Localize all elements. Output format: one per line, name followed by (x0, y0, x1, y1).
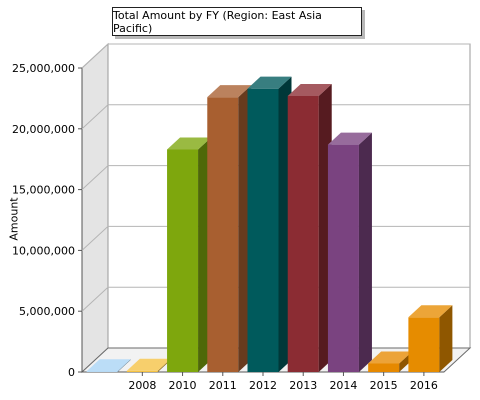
y-tick-label: 5,000,000 (19, 305, 75, 318)
gridline (81, 43, 470, 69)
y-axis-label: Amount (7, 197, 21, 241)
y-tick-label: 0 (68, 366, 75, 379)
bars (86, 76, 453, 373)
x-tick-label: 2008 (128, 379, 156, 392)
bar (207, 85, 252, 373)
bar (327, 132, 372, 372)
x-tick-label: 2011 (209, 379, 237, 392)
x-tick-label: 2016 (410, 379, 438, 392)
x-axis-tick-labels: 2008 2010 2011 2012 2013 2014 2015 2016 (128, 372, 438, 392)
y-tick-label: 15,000,000 (12, 184, 75, 197)
y-tick-label: 10,000,000 (12, 244, 75, 257)
y-tick-label: 20,000,000 (12, 123, 75, 136)
bar (287, 83, 332, 372)
bar (86, 359, 131, 372)
x-tick-label: 2010 (169, 379, 197, 392)
x-tick-label: 2014 (329, 379, 357, 392)
bar (247, 76, 292, 372)
x-tick-label: 2013 (289, 379, 317, 392)
chart-title: Total Amount by FY (Region: East Asia Pa… (112, 7, 362, 36)
y-tick-label: 25,000,000 (12, 62, 75, 75)
x-tick-label: 2015 (370, 379, 398, 392)
y-axis-tick-labels: 0 5,000,000 10,000,000 15,000,000 20,000,000… (12, 62, 75, 379)
x-tick-label: 2012 (249, 379, 277, 392)
bar (167, 137, 212, 372)
bar (408, 305, 453, 372)
gridline (81, 104, 470, 130)
